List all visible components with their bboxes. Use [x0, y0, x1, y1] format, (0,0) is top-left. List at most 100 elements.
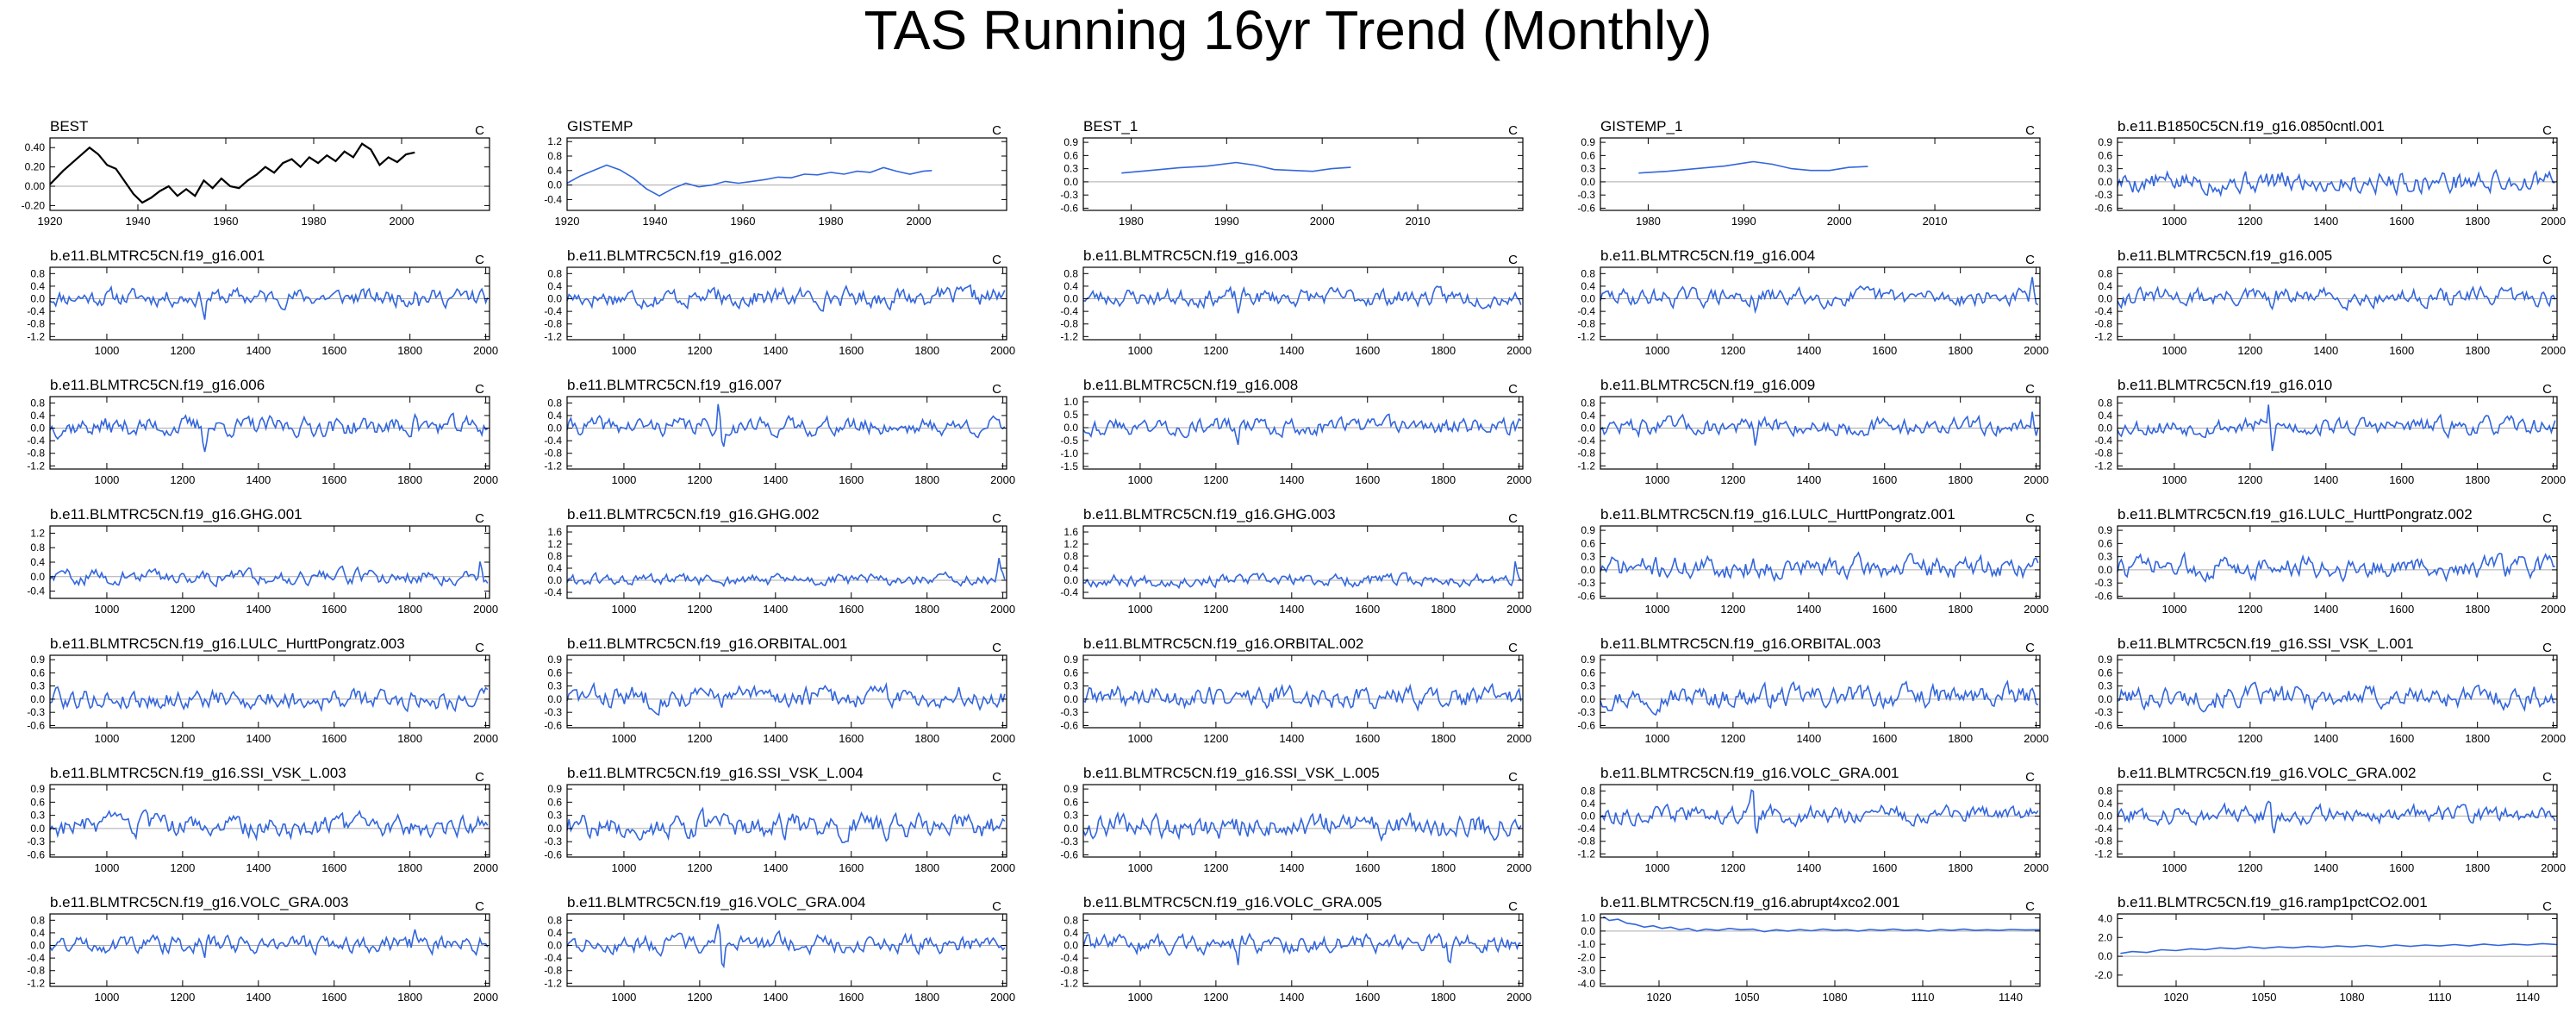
x-tick-label: 2000	[990, 732, 1015, 745]
y-tick-label: -0.8	[1577, 318, 1595, 330]
series-line	[1082, 932, 1521, 966]
panel-title: b.e11.BLMTRC5CN.f19_g16.ORBITAL.003	[1600, 635, 1881, 652]
x-tick-label: 1110	[1912, 991, 1935, 1004]
x-tick-label: 1200	[170, 603, 195, 616]
y-tick-label: 0.0	[547, 693, 562, 705]
y-tick-label: -1.2	[1577, 460, 1595, 472]
chart-panel-13: b.e11.BLMTRC5CN.f19_g16.008 C 1.00.50.0-0.…	[1060, 377, 1531, 486]
chart-panel-9: b.e11.BLMTRC5CN.f19_g16.004 C0.80.40.0-0.…	[1577, 247, 2049, 357]
plot-frame	[2117, 137, 2558, 211]
y-tick-label: 0.0	[547, 574, 562, 586]
x-tick-label: 1800	[2465, 603, 2490, 616]
y-tick-label: 0.0	[1581, 925, 1595, 937]
x-tick-label: 1400	[1796, 732, 1821, 745]
y-tick-label: 0.0	[1581, 293, 1595, 305]
x-tick-label: 2000	[1506, 603, 1531, 616]
y-tick-label: 0.0	[30, 940, 45, 952]
x-tick-label: 1000	[2161, 473, 2186, 486]
x-tick-label: 1200	[2237, 344, 2262, 357]
panel-unit: C	[992, 511, 1001, 526]
x-tick-label: 1200	[1720, 603, 1745, 616]
x-tick-label: 1400	[1279, 473, 1304, 486]
panel-unit: C	[2542, 899, 2552, 914]
y-tick-label: 0.8	[2098, 397, 2112, 409]
y-tick-label: -0.4	[544, 952, 562, 964]
chart-panel-5: b.e11.B1850C5CN.f19_g16.0850cntl.001 C 0.9…	[2094, 118, 2566, 228]
x-tick-label: 1400	[1279, 991, 1304, 1004]
series-line	[49, 809, 489, 842]
y-tick-label: -0.4	[2094, 305, 2112, 317]
x-tick-label: 1980	[819, 215, 844, 228]
chart-panel-32: b.e11.BLMTRC5CN.f19_g16.VOLC_GRA.004 C 0.8…	[544, 894, 1015, 1004]
y-tick-label: 0.4	[1063, 280, 1078, 292]
plot-frame	[49, 654, 490, 729]
y-tick-label: 0.6	[2098, 666, 2112, 679]
y-tick-label: -0.3	[27, 835, 45, 848]
series-line	[566, 404, 1006, 447]
x-tick-label: 1800	[1948, 473, 1973, 486]
plot-frame	[566, 525, 1007, 599]
x-tick-label: 1200	[2237, 603, 2262, 616]
panel-unit: C	[2542, 770, 2552, 785]
y-tick-label: 0.8	[30, 914, 45, 926]
x-tick-label: 1800	[2465, 861, 2490, 874]
x-tick-label: 1800	[2465, 473, 2490, 486]
x-tick-label: 1000	[1127, 732, 1152, 745]
x-tick-label: 1200	[1720, 473, 1745, 486]
y-tick-label: -0.8	[1060, 965, 1078, 977]
y-tick-label: 0.0	[547, 293, 562, 305]
panel-title: b.e11.BLMTRC5CN.f19_g16.004	[1600, 247, 1815, 264]
y-tick-label: -0.3	[1577, 577, 1595, 589]
panel-title: b.e11.BLMTRC5CN.f19_g16.007	[567, 377, 782, 393]
y-tick-label: -2.0	[2094, 969, 2112, 981]
x-tick-label: 1400	[1796, 861, 1821, 874]
x-tick-label: 1800	[914, 991, 939, 1004]
panel-unit: C	[992, 123, 1001, 138]
y-tick-label: -0.6	[1060, 848, 1078, 860]
panel-title: b.e11.BLMTRC5CN.f19_g16.008	[1083, 377, 1298, 393]
series-line	[49, 412, 489, 453]
chart-panel-8: b.e11.BLMTRC5CN.f19_g16.003 C0.80.40.0-0.…	[1060, 247, 1531, 357]
x-tick-label: 1000	[611, 861, 636, 874]
series-line	[566, 681, 1006, 717]
panel-unit: C	[475, 253, 484, 267]
y-tick-label: -0.8	[2094, 447, 2112, 460]
y-tick-label: 0.3	[2098, 163, 2112, 175]
x-tick-label: 2000	[1506, 861, 1531, 874]
x-tick-label: 1940	[643, 215, 668, 228]
panel-unit: C	[992, 253, 1001, 267]
series-line	[2117, 404, 2556, 452]
panel-unit: C	[1508, 899, 1518, 914]
y-tick-label: 0.3	[1063, 810, 1078, 822]
series-line	[1600, 277, 2039, 315]
x-tick-label: 1960	[214, 215, 239, 228]
chart-panel-15: b.e11.BLMTRC5CN.f19_g16.010 C0.80.40.0-0.…	[2094, 377, 2566, 486]
plot-frame	[2117, 784, 2558, 858]
y-tick-label: 0.3	[547, 810, 562, 822]
y-tick-label: -0.3	[1060, 189, 1078, 201]
x-tick-label: 1200	[1203, 603, 1228, 616]
y-tick-label: -0.4	[544, 305, 562, 317]
y-tick-label: 0.6	[1063, 149, 1078, 161]
y-tick-label: -1.2	[1060, 977, 1078, 989]
x-tick-label: 1800	[914, 344, 939, 357]
y-tick-label: 0.20	[25, 161, 46, 173]
y-tick-label: 0.0	[30, 823, 45, 835]
plot-frame	[566, 784, 1007, 858]
y-tick-label: 1.6	[1063, 526, 1078, 538]
y-tick-label: -0.4	[544, 435, 562, 447]
y-tick-label: 0.9	[1581, 654, 1595, 666]
x-tick-label: 1600	[1355, 473, 1380, 486]
x-tick-label: 1800	[397, 473, 422, 486]
y-tick-label: -0.4	[27, 585, 45, 598]
panel-title: GISTEMP_1	[1600, 118, 1682, 135]
x-tick-label: 2000	[2024, 344, 2049, 357]
y-tick-label: 0.4	[30, 280, 45, 292]
panel-unit: C	[475, 511, 484, 526]
panel-title: b.e11.BLMTRC5CN.f19_g16.ramp1pctCO2.001	[2118, 894, 2428, 910]
x-tick-label: 1000	[1644, 473, 1669, 486]
x-tick-label: 1920	[555, 215, 580, 228]
x-tick-label: 1600	[1355, 991, 1380, 1004]
plot-frame	[49, 396, 490, 470]
x-tick-label: 1600	[321, 603, 346, 616]
